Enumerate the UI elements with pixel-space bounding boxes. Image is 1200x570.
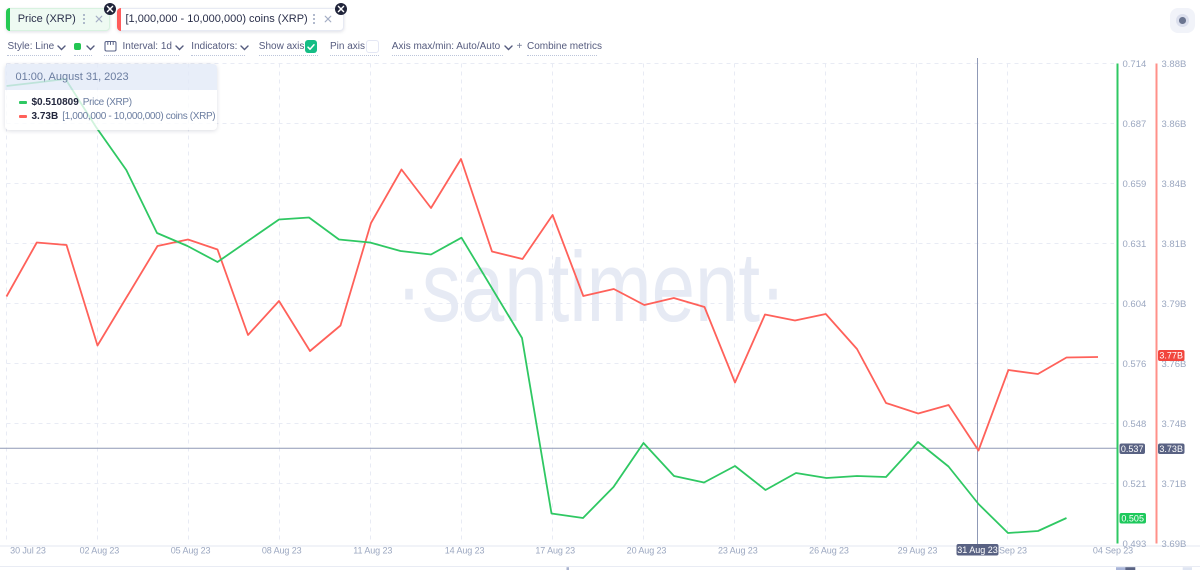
svg-text:14 Aug 23: 14 Aug 23 bbox=[445, 545, 485, 555]
svg-text:0.548: 0.548 bbox=[1123, 419, 1147, 430]
svg-text:3.81B: 3.81B bbox=[1162, 239, 1187, 250]
svg-text:0.537: 0.537 bbox=[1121, 444, 1144, 454]
svg-text:0.714: 0.714 bbox=[1123, 59, 1147, 70]
svg-text:3.86B: 3.86B bbox=[1162, 119, 1187, 130]
svg-text:29 Aug 23: 29 Aug 23 bbox=[898, 545, 938, 555]
svg-text:0.604: 0.604 bbox=[1123, 299, 1147, 310]
svg-text:0.493: 0.493 bbox=[1123, 539, 1147, 550]
svg-text:3.77B: 3.77B bbox=[1159, 351, 1183, 361]
svg-text:3.71B: 3.71B bbox=[1162, 479, 1187, 490]
svg-text:05 Aug 23: 05 Aug 23 bbox=[171, 545, 211, 555]
svg-text:3.79B: 3.79B bbox=[1162, 299, 1187, 310]
svg-text:23 Aug 23: 23 Aug 23 bbox=[718, 545, 758, 555]
svg-text:·santiment·: ·santiment· bbox=[396, 231, 786, 342]
svg-text:11 Aug 23: 11 Aug 23 bbox=[353, 545, 392, 555]
svg-text:3.74B: 3.74B bbox=[1162, 419, 1187, 430]
svg-text:0.505: 0.505 bbox=[1121, 513, 1144, 523]
svg-text:30 Jul 23: 30 Jul 23 bbox=[10, 545, 46, 555]
svg-text:0.659: 0.659 bbox=[1123, 179, 1147, 190]
svg-text:20 Aug 23: 20 Aug 23 bbox=[627, 545, 667, 555]
svg-text:0.687: 0.687 bbox=[1123, 119, 1147, 130]
svg-text:Sep 23: Sep 23 bbox=[999, 545, 1027, 555]
svg-text:17 Aug 23: 17 Aug 23 bbox=[535, 545, 575, 555]
svg-text:02 Aug 23: 02 Aug 23 bbox=[80, 545, 120, 555]
svg-text:3.73B: 3.73B bbox=[1159, 444, 1183, 454]
svg-text:3.76B: 3.76B bbox=[1162, 359, 1187, 370]
svg-text:04 Sep 23: 04 Sep 23 bbox=[1093, 545, 1133, 555]
svg-text:0.631: 0.631 bbox=[1123, 239, 1147, 250]
svg-text:26 Aug 23: 26 Aug 23 bbox=[809, 545, 849, 555]
svg-text:3.84B: 3.84B bbox=[1162, 179, 1187, 190]
svg-text:31 Aug 23: 31 Aug 23 bbox=[957, 545, 998, 555]
svg-text:0.576: 0.576 bbox=[1123, 359, 1147, 370]
svg-text:0.521: 0.521 bbox=[1123, 479, 1147, 490]
svg-text:3.88B: 3.88B bbox=[1162, 59, 1187, 70]
svg-text:08 Aug 23: 08 Aug 23 bbox=[262, 545, 302, 555]
svg-text:3.69B: 3.69B bbox=[1162, 539, 1187, 550]
